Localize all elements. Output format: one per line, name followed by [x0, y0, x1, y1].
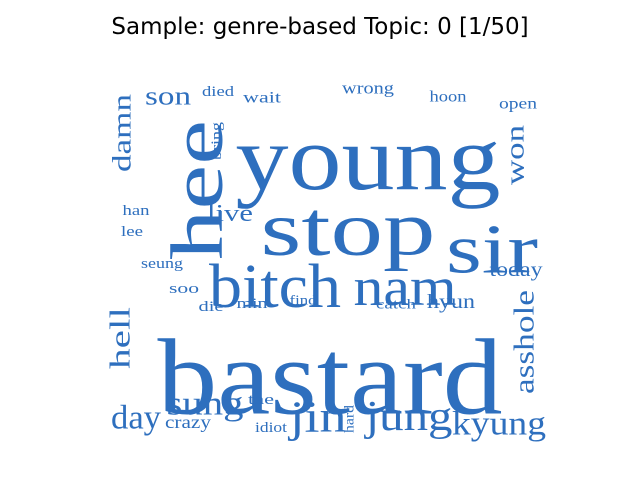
- word-seung: seung: [141, 256, 184, 272]
- word-hyun: hyun: [427, 291, 475, 313]
- word-min: min: [237, 296, 269, 312]
- figure-title: Sample: genre-based Topic: 0 [1/50]: [111, 14, 529, 40]
- word-jung: jung: [363, 394, 452, 440]
- word-day: day: [111, 400, 161, 437]
- word-tae: tae: [248, 392, 275, 408]
- word-jin: jin: [287, 393, 346, 442]
- word-lee: lee: [121, 224, 143, 240]
- word-catch: catch: [376, 298, 416, 313]
- word-bastard: bastard: [158, 319, 503, 438]
- word-open: open: [499, 96, 537, 113]
- word-die: die: [199, 299, 224, 315]
- word-crazy: crazy: [165, 412, 211, 432]
- word-nam: nam: [354, 257, 457, 317]
- word-bitch: bitch: [209, 253, 341, 321]
- word-hee: hee: [157, 120, 239, 260]
- word-hoon: hoon: [430, 89, 467, 106]
- word-hell: hell: [106, 307, 137, 369]
- word-kyung: kyung: [452, 406, 546, 443]
- word-idiot: idiot: [255, 420, 288, 436]
- word-today: today: [490, 259, 543, 281]
- word-hard: hard: [343, 405, 358, 433]
- word-won: won: [501, 125, 530, 185]
- word-young: young: [236, 107, 501, 209]
- word-wrong: wrong: [342, 79, 395, 98]
- word-son: son: [145, 82, 191, 111]
- word-live: live: [207, 201, 253, 227]
- word-sir: sir: [446, 212, 538, 289]
- word-bring: bring: [209, 121, 225, 160]
- word-died: died: [202, 84, 235, 100]
- word-damn: damn: [108, 94, 137, 172]
- word-wait: wait: [243, 90, 282, 107]
- word-han: han: [123, 203, 151, 219]
- word-find: find: [290, 294, 317, 309]
- word-stop: stop: [261, 185, 436, 272]
- word-soo: soo: [169, 281, 199, 297]
- word-sung: sung: [167, 386, 244, 423]
- word-asshole: asshole: [510, 290, 541, 394]
